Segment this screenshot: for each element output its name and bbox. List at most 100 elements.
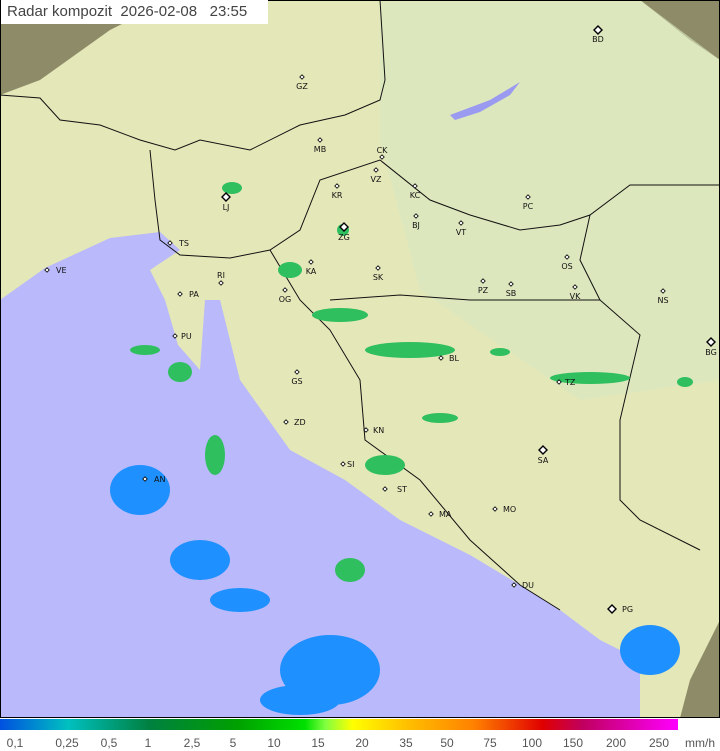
city-label: NS: [657, 296, 668, 305]
city-tz: TZ: [556, 378, 576, 387]
city-marker-icon: [564, 254, 570, 260]
city-label: SI: [347, 460, 354, 469]
city-marker-icon: [511, 582, 517, 588]
city-marker-icon: [172, 333, 178, 339]
city-marker-icon: [167, 240, 173, 246]
city-label: MA: [439, 510, 452, 519]
city-label: GZ: [296, 82, 308, 91]
legend-value: 250: [648, 736, 670, 750]
legend-value: 50: [440, 736, 454, 750]
city-bd: BD: [592, 25, 604, 44]
city-label: RI: [217, 271, 225, 280]
city-label: LJ: [223, 203, 230, 212]
city-marker-icon: [438, 355, 444, 361]
city-marker-icon: [218, 280, 224, 286]
city-marker-icon: [283, 419, 289, 425]
legend-value: 15: [311, 736, 325, 750]
city-marker-icon: [480, 278, 486, 284]
city-label: OS: [561, 262, 572, 271]
legend-value: 75: [483, 736, 497, 750]
city-label: VT: [456, 228, 466, 237]
city-marker-icon: [538, 445, 548, 455]
city-gs: GS: [291, 369, 303, 386]
city-pg: PG: [607, 604, 633, 614]
city-os: OS: [561, 254, 573, 271]
city-ve: VE: [44, 266, 67, 275]
city-lj: LJ: [221, 192, 231, 212]
city-label: ZG: [338, 233, 350, 242]
city-label: OG: [279, 295, 292, 304]
city-label: PC: [523, 202, 534, 211]
title-label: Radar kompozit: [7, 3, 113, 20]
city-vt: VT: [456, 220, 466, 237]
city-marker-icon: [339, 222, 349, 232]
city-ma: MA: [428, 510, 452, 519]
map-title: Radar kompozit 2026-02-08 23:55: [1, 0, 268, 24]
city-label: MB: [314, 145, 326, 154]
city-marker-icon: [379, 154, 385, 160]
city-marker-icon: [492, 506, 498, 512]
city-st: ST: [382, 485, 407, 494]
city-marker-icon: [375, 265, 381, 271]
city-marker-icon: [334, 183, 340, 189]
city-label: PA: [189, 290, 199, 299]
city-ns: NS: [657, 288, 669, 305]
city-vk: VK: [570, 284, 581, 301]
city-gz: GZ: [296, 74, 308, 91]
title-time: 23:55: [209, 3, 248, 20]
city-marker-icon: [142, 476, 148, 482]
city-pa: PA: [177, 290, 199, 299]
city-marker-icon: [221, 192, 231, 202]
city-label: BG: [705, 348, 717, 357]
city-marker-icon: [382, 486, 388, 492]
city-marker-icon: [525, 194, 531, 200]
city-label: ZD: [294, 418, 306, 427]
legend-value: 20: [355, 736, 369, 750]
legend-value: 0,5: [100, 736, 118, 750]
city-ri: RI: [217, 271, 225, 286]
city-an: AN: [142, 475, 165, 484]
city-marker-icon: [363, 427, 369, 433]
radar-map: BD GZ MB CK VZ KR KC LJ ZG BJ VT PC TS VE RI KA SK OS PA OG…: [0, 0, 720, 718]
legend-value: 100: [521, 736, 543, 750]
city-kr: KR: [332, 183, 343, 200]
city-label: VE: [56, 266, 67, 275]
city-label: KN: [373, 426, 384, 435]
city-label: KA: [306, 267, 317, 276]
city-marker-icon: [340, 461, 346, 467]
city-label: PU: [181, 332, 192, 341]
city-bj: BJ: [412, 213, 420, 230]
city-marker-icon: [373, 167, 379, 173]
city-ck: CK: [377, 146, 389, 160]
city-marker-icon: [428, 511, 434, 517]
city-label: TZ: [564, 378, 576, 387]
city-marker-icon: [660, 288, 666, 294]
city-label: BJ: [412, 221, 420, 230]
city-label: CK: [377, 146, 389, 155]
city-label: VK: [570, 292, 581, 301]
city-label: SA: [538, 456, 549, 465]
city-zg: ZG: [338, 222, 350, 242]
city-si: SI: [340, 460, 354, 469]
city-marker-icon: [412, 183, 418, 189]
legend-value: 0,25: [55, 736, 79, 750]
city-label: KC: [410, 191, 421, 200]
city-pu: PU: [172, 332, 192, 341]
legend-value: 0,1: [6, 736, 24, 750]
adriatic-sea: [0, 232, 640, 718]
borders: [0, 0, 720, 611]
city-label: BD: [592, 35, 604, 44]
city-label: TS: [178, 239, 189, 248]
city-kn: KN: [363, 426, 384, 435]
city-marker-icon: [607, 604, 617, 614]
city-sk: SK: [373, 265, 384, 282]
legend-value: 150: [562, 736, 584, 750]
city-ka: KA: [306, 259, 317, 276]
city-label: KR: [332, 191, 343, 200]
legend-value: 5: [229, 736, 237, 750]
city-label: VZ: [371, 175, 382, 184]
city-marker-icon: [572, 284, 578, 290]
city-marker-icon: [317, 137, 323, 143]
city-mo: MO: [492, 505, 516, 514]
city-bg: BG: [705, 337, 717, 357]
